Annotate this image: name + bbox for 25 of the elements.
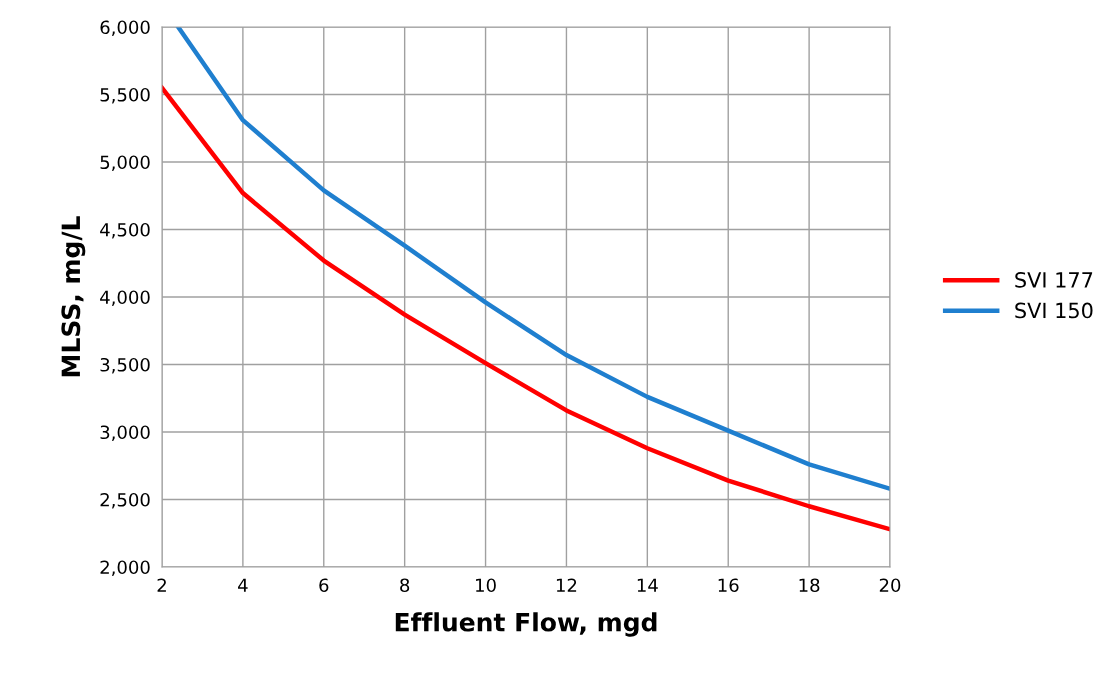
y-tick-label: 4,000 xyxy=(100,290,150,306)
x-tick-label: 16 xyxy=(718,578,739,593)
line-series xyxy=(162,85,890,532)
y-tick-label: 6,000 xyxy=(100,20,150,36)
x-tick-label: 2 xyxy=(157,578,166,592)
x-axis-title: Effluent Flow, mgd xyxy=(395,612,657,637)
legend-label: SVI 150 xyxy=(1015,302,1093,319)
x-tick-label: 18 xyxy=(799,578,820,593)
legend-label: SVI 177 xyxy=(1015,272,1093,288)
y-tick-label: 4,500 xyxy=(100,222,150,239)
y-tick-label: 5,000 xyxy=(100,155,150,171)
line-series xyxy=(175,27,890,491)
y-axis-title: MLSS, mg/L xyxy=(61,216,86,377)
x-tick-label: 14 xyxy=(637,578,658,592)
y-tick-label: 5,500 xyxy=(100,87,150,104)
y-tick-label: 2,500 xyxy=(100,492,150,509)
y-tick-label: 3,000 xyxy=(100,425,150,441)
x-tick-label: 4 xyxy=(238,578,248,592)
x-tick-label: 6 xyxy=(319,578,329,593)
y-tick-label: 2,000 xyxy=(100,560,150,576)
y-tick-label: 3,500 xyxy=(100,357,150,374)
x-tick-label: 20 xyxy=(879,578,901,593)
x-tick-label: 10 xyxy=(476,578,496,593)
x-tick-label: 8 xyxy=(400,578,410,593)
x-tick-label: 12 xyxy=(556,578,577,592)
